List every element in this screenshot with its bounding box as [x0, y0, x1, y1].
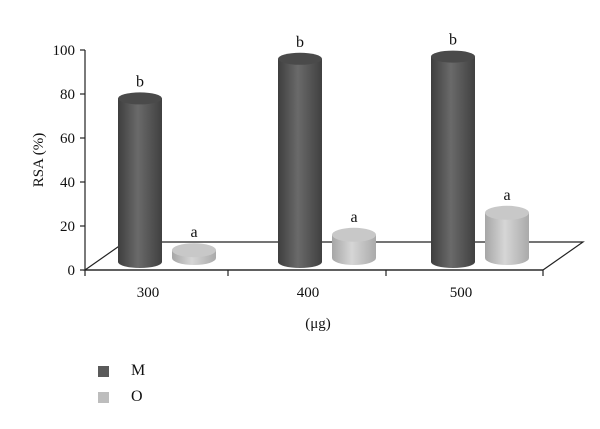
chart-axes: 0 20 40 60 80 100 300 400 500: [53, 43, 544, 301]
bar-body: [278, 58, 322, 268]
bar-top: [431, 50, 475, 63]
chart-bars: [118, 50, 529, 269]
x-axis-title: (μg): [305, 316, 331, 332]
bar-top: [118, 92, 162, 105]
significance-label: a: [350, 209, 357, 226]
bar-o-300: [172, 243, 216, 265]
bar-body: [332, 234, 376, 265]
bar-o-400: [332, 227, 376, 265]
significance-label: b: [449, 32, 457, 49]
y-tick-label: 80: [60, 87, 75, 103]
significance-label: b: [136, 73, 144, 90]
bar-top: [485, 205, 529, 220]
bar-top: [278, 52, 322, 65]
bar-body: [118, 98, 162, 269]
legend-swatch-m: [98, 365, 109, 377]
significance-label: b: [296, 34, 304, 51]
y-axis-title: RSA (%): [31, 133, 47, 188]
bar-o-500: [485, 205, 529, 265]
legend-swatch-o: [98, 391, 109, 403]
legend-label-o: O: [131, 388, 143, 405]
y-tick-label: 100: [53, 43, 76, 59]
y-tick-label: 60: [60, 131, 75, 147]
bar-body: [485, 212, 529, 265]
x-tick-label: 400: [297, 285, 320, 301]
y-tick-label: 40: [60, 175, 75, 191]
bar-top: [172, 243, 216, 258]
legend-item-o: O: [98, 384, 145, 410]
bar-top: [332, 227, 376, 242]
legend: M O: [98, 358, 145, 410]
x-tick-label: 500: [450, 285, 473, 301]
bar-m-300: [118, 92, 162, 269]
x-tick-label: 300: [137, 285, 160, 301]
legend-item-m: M: [98, 358, 145, 384]
y-tick-label: 20: [60, 219, 75, 235]
chart-labels: b b b a a a: [136, 32, 511, 242]
bar-m-400: [278, 52, 322, 268]
y-tick-label: 0: [68, 263, 76, 279]
bar-body: [431, 56, 475, 268]
legend-label-m: M: [131, 362, 146, 379]
bar-m-500: [431, 50, 475, 268]
significance-label: a: [503, 187, 510, 204]
significance-label: a: [190, 224, 197, 241]
